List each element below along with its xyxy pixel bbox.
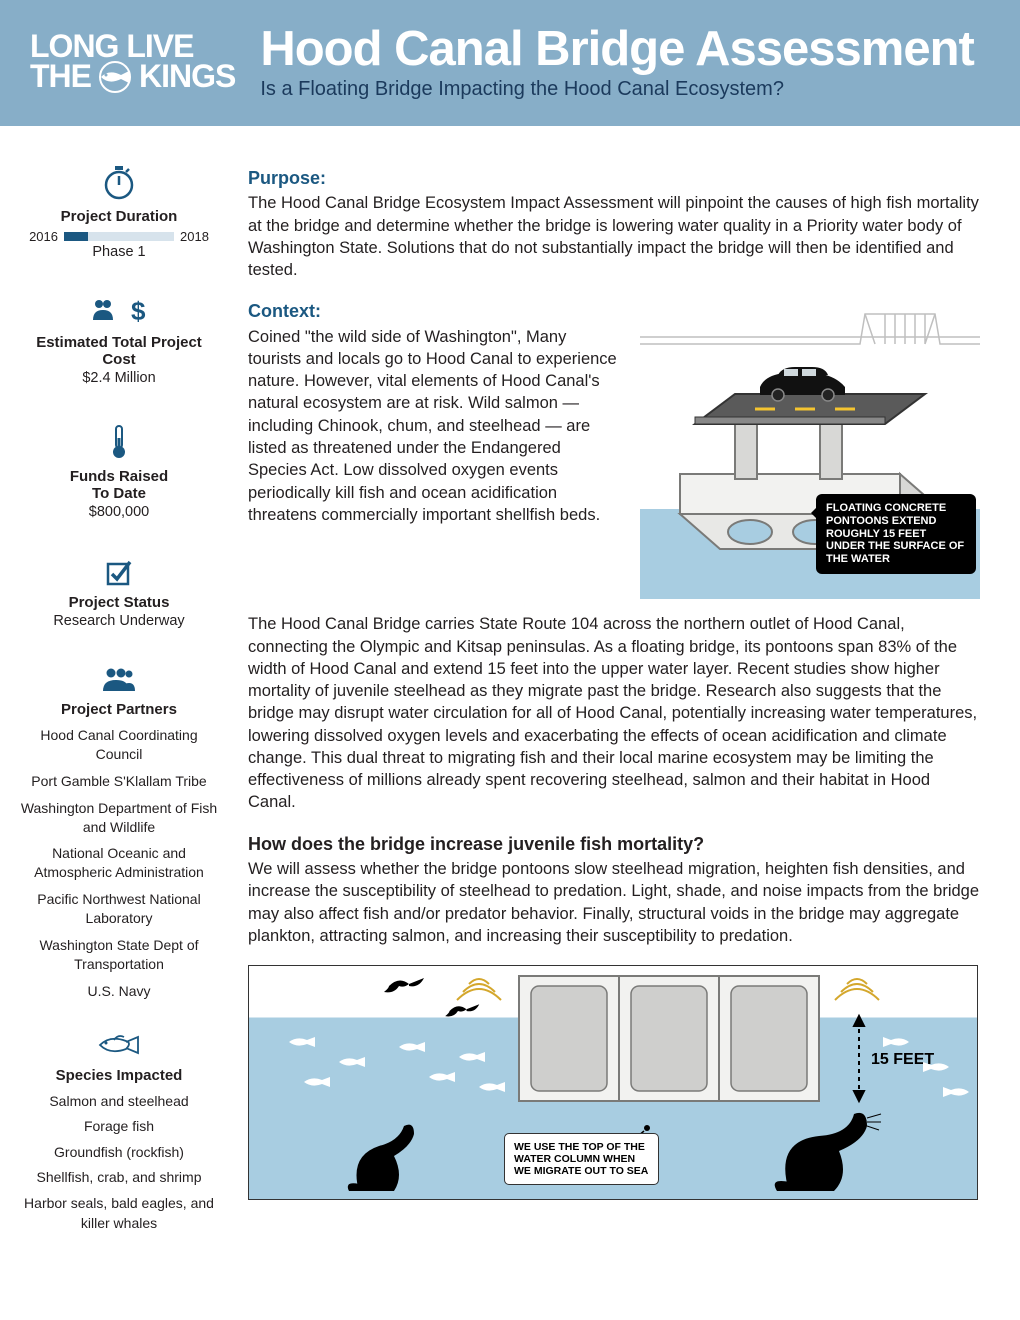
funds-heading: Funds RaisedTo Date	[18, 468, 220, 502]
header-titles: Hood Canal Bridge Assessment Is a Floati…	[260, 25, 990, 101]
page-subtitle: Is a Floating Bridge Impacting the Hood …	[260, 78, 990, 101]
salmon-icon	[18, 1031, 220, 1059]
mortality-heading: How does the bridge increase juvenile fi…	[248, 832, 980, 856]
purpose-body: The Hood Canal Bridge Ecosystem Impact A…	[248, 192, 980, 281]
duration-heading: Project Duration	[18, 208, 220, 225]
page-title: Hood Canal Bridge Assessment	[260, 25, 990, 74]
duration-end: 2018	[180, 229, 209, 244]
context-text: Context: Coined "the wild side of Washin…	[248, 299, 622, 599]
cost-heading: Estimated Total Project Cost	[18, 334, 220, 368]
species-list: Salmon and steelhead Forage fish Groundf…	[18, 1092, 220, 1234]
partner-item: U.S. Navy	[18, 982, 220, 1001]
logo-kings: KINGS	[139, 63, 235, 90]
header: LONG LIVE THE KINGS Hood Canal Bridge As…	[0, 0, 1020, 126]
group-icon	[18, 667, 220, 693]
people-dollar-icon: $	[18, 298, 220, 326]
logo: LONG LIVE THE KINGS	[30, 33, 235, 92]
duration-start: 2016	[29, 229, 58, 244]
sidebar-cost: $ Estimated Total Project Cost $2.4 Mill…	[18, 298, 220, 386]
partners-heading: Project Partners	[18, 701, 220, 718]
svg-text:$: $	[131, 298, 146, 326]
partner-item: Port Gamble S'Klallam Tribe	[18, 772, 220, 791]
funds-value: $800,000	[18, 504, 220, 520]
stopwatch-icon	[18, 166, 220, 200]
water-column-callout: WE USE THE TOP OF THE WATER COLUMN WHEN …	[504, 1133, 659, 1185]
bridge-cross-section-diagram: FLOATING CONCRETE PONTOONS EXTEND ROUGHL…	[640, 299, 980, 599]
species-heading: Species Impacted	[18, 1067, 220, 1084]
thermometer-icon	[18, 424, 220, 460]
checkbox-icon	[18, 558, 220, 586]
status-heading: Project Status	[18, 594, 220, 611]
duration-bar	[64, 232, 174, 241]
sidebar-duration: Project Duration 2016 2018 Phase 1	[18, 166, 220, 260]
sidebar-funds: Funds RaisedTo Date $800,000	[18, 424, 220, 520]
logo-line1: LONG LIVE	[30, 33, 235, 60]
context-row: Context: Coined "the wild side of Washin…	[248, 299, 980, 599]
species-item: Forage fish	[18, 1117, 220, 1137]
partner-item: Washington Department of Fish and Wildli…	[18, 799, 220, 837]
fish-icon	[91, 61, 139, 93]
logo-line2: THE KINGS	[30, 61, 235, 93]
species-item: Harbor seals, bald eagles, and killer wh…	[18, 1194, 220, 1233]
context-heading: Context:	[248, 299, 622, 323]
content: Project Duration 2016 2018 Phase 1 $ Est…	[0, 126, 1020, 1320]
sidebar: Project Duration 2016 2018 Phase 1 $ Est…	[0, 126, 238, 1320]
partner-item: Washington State Dept of Transportation	[18, 936, 220, 974]
sidebar-species: Species Impacted Salmon and steelhead Fo…	[18, 1031, 220, 1234]
duration-phase: Phase 1	[18, 244, 220, 260]
partner-item: Pacific Northwest National Laboratory	[18, 890, 220, 928]
status-value: Research Underway	[18, 613, 220, 629]
main-column: Purpose: The Hood Canal Bridge Ecosystem…	[238, 126, 1020, 1320]
partner-item: Hood Canal Coordinating Council	[18, 726, 220, 764]
species-item: Groundfish (rockfish)	[18, 1143, 220, 1163]
duration-fill	[64, 232, 88, 241]
species-item: Shellfish, crab, and shrimp	[18, 1168, 220, 1188]
logo-the: THE	[30, 63, 91, 90]
cost-value: $2.4 Million	[18, 370, 220, 386]
sidebar-partners: Project Partners Hood Canal Coordinating…	[18, 667, 220, 1001]
water-column-diagram: 15 FEET	[248, 965, 978, 1200]
context-body2: The Hood Canal Bridge carries State Rout…	[248, 613, 980, 813]
pontoon-callout: FLOATING CONCRETE PONTOONS EXTEND ROUGHL…	[816, 494, 976, 573]
context-body1: Coined "the wild side of Washington", Ma…	[248, 326, 622, 526]
species-item: Salmon and steelhead	[18, 1092, 220, 1112]
duration-bar-row: 2016 2018	[18, 229, 220, 244]
purpose-heading: Purpose:	[248, 166, 980, 190]
partners-list: Hood Canal Coordinating Council Port Gam…	[18, 726, 220, 1001]
partner-item: National Oceanic and Atmospheric Adminis…	[18, 844, 220, 882]
sidebar-status: Project Status Research Underway	[18, 558, 220, 629]
mortality-body: We will assess whether the bridge pontoo…	[248, 858, 980, 947]
